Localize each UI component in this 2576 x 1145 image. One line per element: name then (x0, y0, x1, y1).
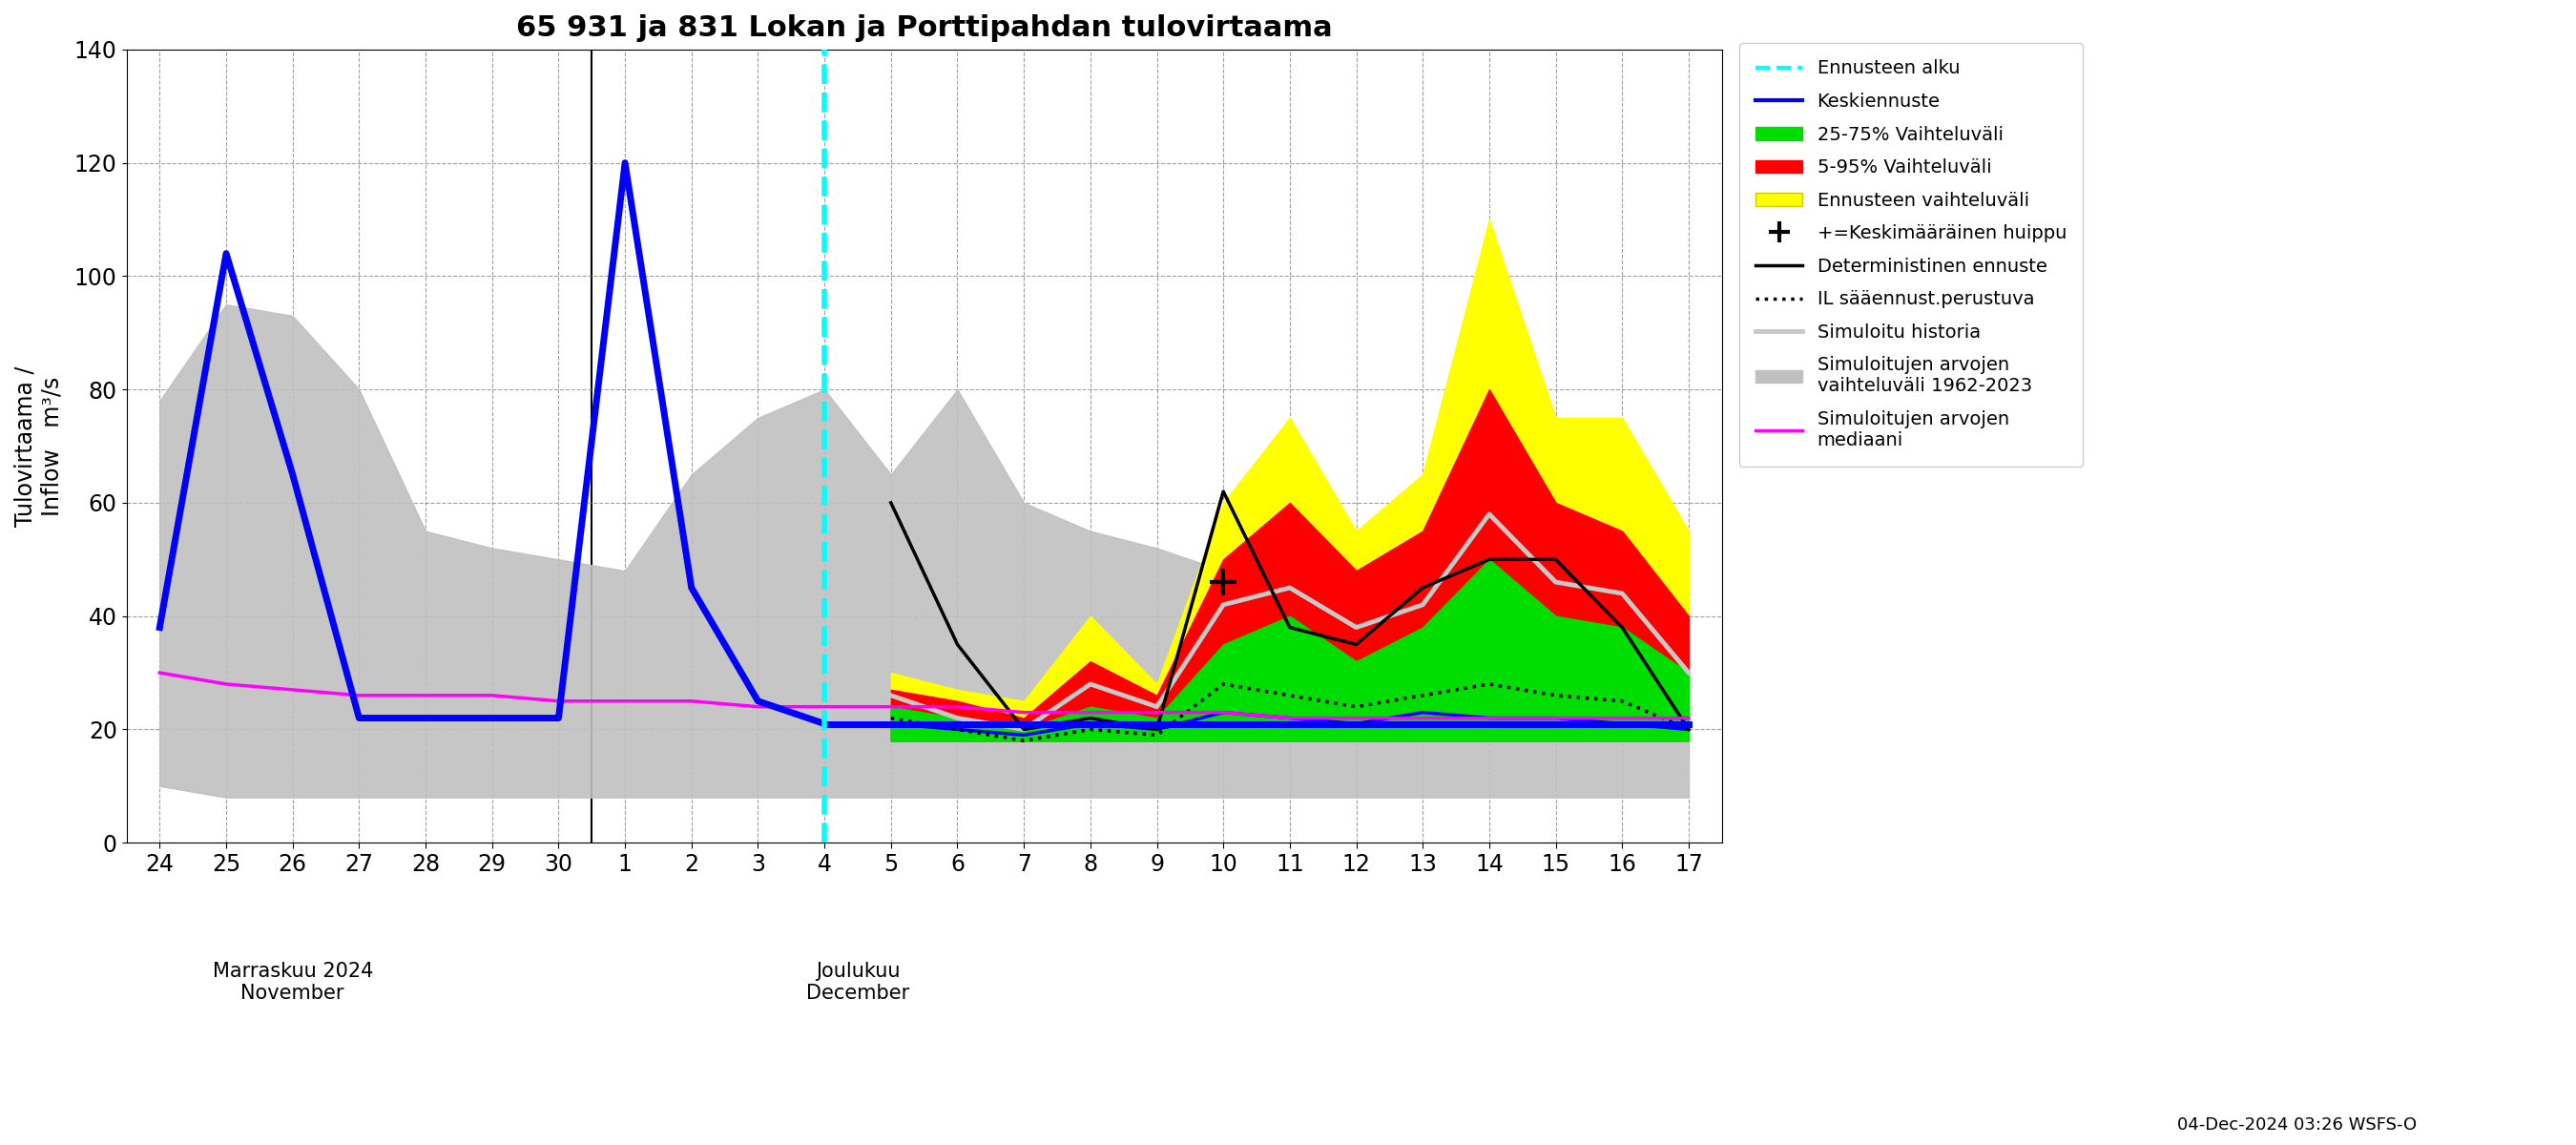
Y-axis label: Tulovirtaama /
Inflow   m³/s: Tulovirtaama / Inflow m³/s (15, 365, 64, 527)
Title: 65 931 ja 831 Lokan ja Porttipahdan tulovirtaama: 65 931 ja 831 Lokan ja Porttipahdan tulo… (515, 14, 1332, 42)
Text: Marraskuu 2024
November: Marraskuu 2024 November (211, 962, 374, 1003)
Legend: Ennusteen alku, Keskiennuste, 25-75% Vaihteluväli, 5-95% Vaihteluväli, Ennusteen: Ennusteen alku, Keskiennuste, 25-75% Vai… (1739, 42, 2084, 466)
Text: Joulukuu
December: Joulukuu December (806, 962, 909, 1003)
Text: 04-Dec-2024 03:26 WSFS-O: 04-Dec-2024 03:26 WSFS-O (2177, 1116, 2416, 1134)
